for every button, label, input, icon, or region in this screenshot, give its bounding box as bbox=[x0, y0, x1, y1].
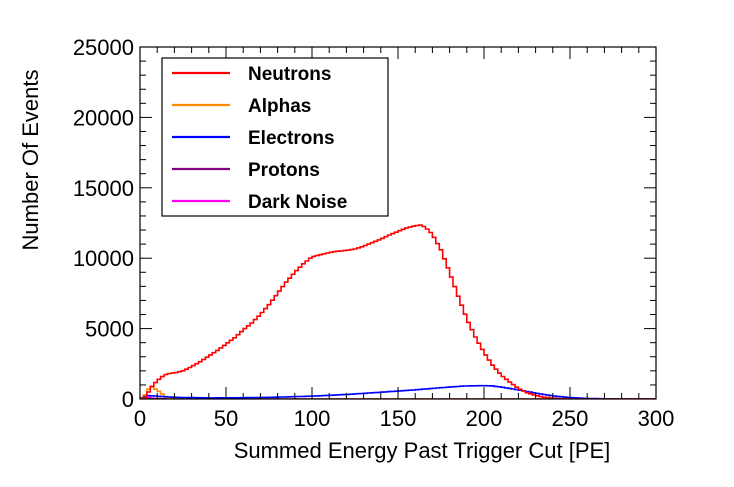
x-tick-label: 300 bbox=[638, 406, 675, 431]
x-tick-label: 200 bbox=[466, 406, 503, 431]
y-tick-label: 10000 bbox=[73, 246, 134, 271]
legend-label: Neutrons bbox=[248, 64, 331, 85]
series-layer bbox=[140, 224, 656, 399]
y-tick-label: 0 bbox=[122, 387, 134, 412]
y-tick-label: 20000 bbox=[73, 105, 134, 130]
legend-label: Alphas bbox=[248, 96, 311, 117]
y-axis: 0 5000 10000 15000 20000 25000 bbox=[73, 35, 656, 412]
legend: Neutrons Alphas Electrons Protons Dark Noise bbox=[161, 57, 389, 217]
series-line-electrons bbox=[140, 384, 656, 399]
x-axis: 0 50 100 150 200 250 300 bbox=[134, 47, 674, 431]
y-axis-title: Number Of Events bbox=[18, 70, 43, 251]
y-tick-label: 25000 bbox=[73, 35, 134, 60]
x-axis-title: Summed Energy Past Trigger Cut [PE] bbox=[234, 438, 611, 463]
y-tick-label: 5000 bbox=[85, 317, 134, 342]
x-tick-label: 150 bbox=[380, 406, 417, 431]
x-tick-label: 0 bbox=[134, 406, 146, 431]
x-tick-label: 100 bbox=[294, 406, 331, 431]
legend-label: Protons bbox=[248, 160, 320, 181]
series-line-neutrons bbox=[140, 224, 656, 399]
x-tick-label: 250 bbox=[552, 406, 589, 431]
legend-label: Electrons bbox=[248, 128, 335, 149]
legend-label: Dark Noise bbox=[248, 192, 347, 213]
y-tick-label: 15000 bbox=[73, 176, 134, 201]
x-tick-label: 50 bbox=[214, 406, 238, 431]
